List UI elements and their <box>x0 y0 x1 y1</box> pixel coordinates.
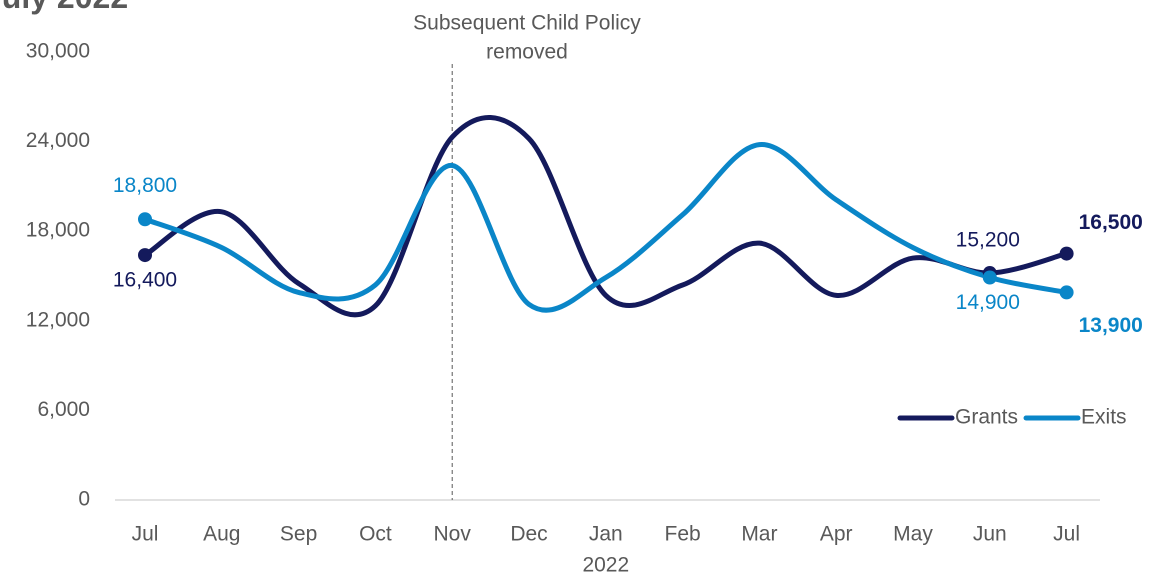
x-year-label: 2022 <box>582 554 629 577</box>
data-label: 13,900 <box>1079 314 1143 337</box>
y-tick-label: 12,000 <box>26 308 90 331</box>
annotation-text: removed <box>486 41 568 64</box>
x-tick-label: Dec <box>510 523 547 546</box>
y-tick-label: 0 <box>78 488 90 511</box>
x-tick-label: May <box>893 523 933 546</box>
series-line <box>142 142 1070 313</box>
data-label: 15,200 <box>956 229 1020 252</box>
data-point <box>1059 246 1074 261</box>
x-tick-label: Oct <box>359 523 392 546</box>
x-tick-label: Jun <box>973 523 1007 546</box>
x-tick-label: Apr <box>820 523 853 546</box>
x-tick-label: Jul <box>132 523 159 546</box>
annotation-text: Subsequent Child Policy <box>413 12 641 35</box>
data-point <box>138 248 152 263</box>
x-tick-label: Sep <box>280 523 317 546</box>
y-tick-label: 30,000 <box>26 40 90 63</box>
data-point <box>1059 285 1074 300</box>
data-label: 16,500 <box>1079 211 1143 234</box>
y-tick-label: 24,000 <box>26 129 90 152</box>
chart-title: July 2022 <box>0 0 128 15</box>
y-tick-label: 18,000 <box>26 219 90 242</box>
y-tick-label: 6,000 <box>37 398 90 421</box>
series-line <box>142 115 1070 318</box>
x-tick-label: Jan <box>589 523 623 546</box>
data-point <box>138 212 152 227</box>
legend-label: Grants <box>955 406 1018 429</box>
data-point <box>982 270 997 285</box>
x-tick-label: Jul <box>1053 523 1080 546</box>
data-label: 18,800 <box>113 174 177 197</box>
data-label: 16,400 <box>113 269 177 292</box>
data-label: 14,900 <box>956 291 1020 314</box>
x-tick-label: Aug <box>203 523 240 546</box>
legend-label: Exits <box>1081 406 1127 429</box>
x-tick-label: Feb <box>665 523 701 546</box>
x-tick-label: Nov <box>434 523 472 546</box>
x-tick-label: Mar <box>741 523 777 546</box>
